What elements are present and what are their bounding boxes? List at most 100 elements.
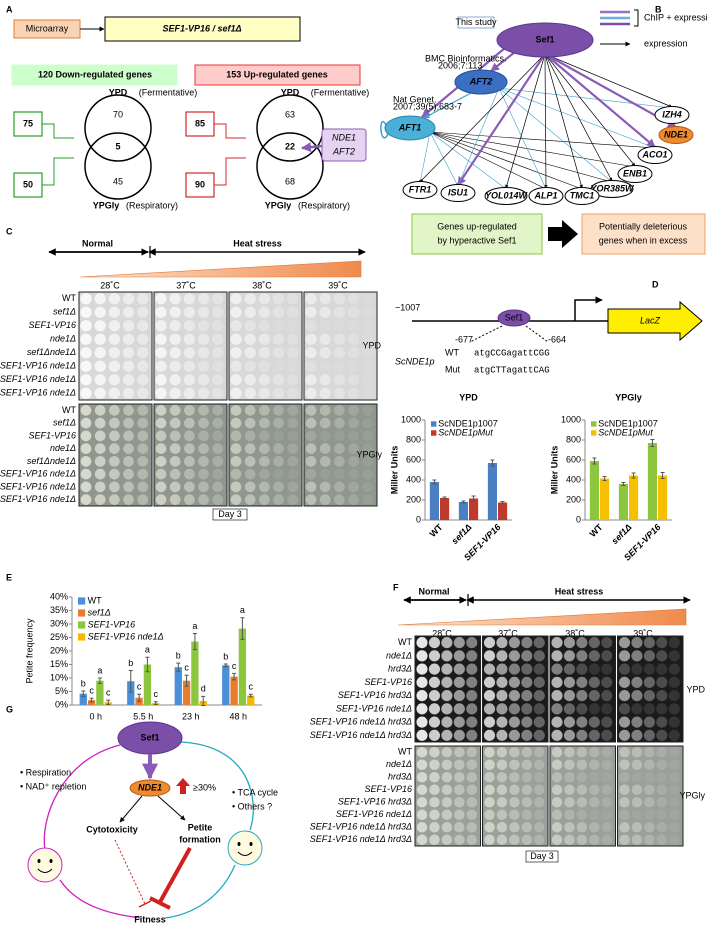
spot	[184, 494, 195, 505]
spot	[429, 784, 440, 795]
spot	[230, 360, 242, 372]
spot	[319, 360, 331, 372]
label: (Respiratory)	[298, 200, 350, 210]
spot	[441, 703, 453, 715]
spot	[551, 784, 563, 795]
spot	[589, 747, 600, 758]
spot	[564, 797, 575, 808]
spot	[484, 834, 495, 845]
spot	[319, 481, 331, 493]
label: 153 Up-regulated genes	[226, 69, 328, 79]
spot	[137, 430, 149, 442]
spot	[287, 456, 299, 467]
arrow	[423, 92, 472, 119]
spot	[656, 809, 668, 820]
spot	[319, 494, 331, 505]
spot	[618, 650, 631, 662]
node	[129, 779, 171, 797]
spot	[137, 443, 149, 454]
box	[411, 213, 543, 255]
spot	[496, 747, 508, 758]
spot	[169, 306, 181, 318]
spot	[588, 690, 600, 702]
spot	[644, 797, 655, 808]
spot	[496, 834, 508, 845]
box	[185, 111, 215, 137]
chart-title: YPGly	[615, 392, 642, 402]
spot	[576, 747, 588, 758]
label: LacZ	[640, 315, 661, 325]
gene-label: IZH4	[662, 109, 682, 119]
error-bar	[442, 496, 447, 500]
spot	[230, 374, 242, 386]
spot	[137, 456, 149, 467]
spot	[454, 759, 465, 770]
error-bar	[650, 439, 655, 447]
spot	[155, 293, 167, 305]
label: Heat stress	[233, 238, 282, 248]
y-tick-label: 30%	[50, 618, 68, 628]
spot	[319, 387, 331, 399]
spot	[287, 443, 299, 454]
spot	[333, 360, 346, 372]
spot	[656, 637, 668, 649]
spot	[466, 797, 478, 808]
y-tick-label: 0%	[55, 699, 68, 709]
spot	[466, 690, 478, 702]
spot	[80, 468, 92, 480]
spot	[534, 834, 545, 845]
legend-label: ScNDE1p1007	[598, 418, 658, 428]
spot	[272, 387, 285, 399]
spot	[197, 360, 210, 372]
x-tick-label: 0 h	[89, 711, 102, 721]
spot	[496, 809, 508, 820]
spot	[287, 306, 299, 318]
spot	[305, 468, 317, 480]
spot	[94, 306, 106, 318]
error-bar	[97, 677, 102, 684]
pathway-curve	[164, 741, 254, 919]
spot	[347, 320, 360, 332]
spot	[416, 784, 428, 795]
spot	[347, 333, 360, 345]
spot	[212, 320, 224, 332]
spot	[534, 822, 545, 833]
spot	[644, 772, 655, 783]
spot	[137, 374, 149, 386]
spot	[169, 443, 181, 454]
spot	[362, 333, 374, 345]
arrow	[544, 53, 636, 167]
spot	[137, 417, 149, 429]
spot	[230, 430, 242, 442]
spot	[466, 676, 478, 688]
spot	[563, 690, 576, 702]
label: Sef1	[535, 34, 554, 44]
y-axis-label: Petite frequency	[24, 618, 34, 684]
error-bar	[128, 669, 133, 693]
spot	[258, 320, 271, 332]
arrow	[429, 131, 636, 169]
spot	[618, 703, 631, 715]
spot	[551, 703, 563, 715]
spot	[273, 430, 284, 442]
spot	[122, 333, 135, 345]
spot	[496, 676, 508, 688]
spot	[429, 772, 440, 783]
spot	[305, 387, 317, 399]
spot	[441, 637, 453, 649]
spot	[643, 716, 655, 728]
spot	[169, 320, 181, 332]
y-tick-label: 35%	[50, 605, 68, 615]
spot	[668, 637, 680, 649]
gene-label: FTR1	[409, 184, 432, 194]
arrow	[505, 53, 546, 189]
spot	[230, 494, 242, 505]
spot	[656, 797, 668, 808]
spot	[244, 306, 256, 318]
spot	[601, 703, 613, 715]
label: Heat stress	[555, 586, 604, 596]
spot	[589, 834, 600, 845]
error-bar	[602, 476, 607, 481]
spot	[508, 703, 520, 715]
significance-letter: c	[106, 688, 111, 698]
